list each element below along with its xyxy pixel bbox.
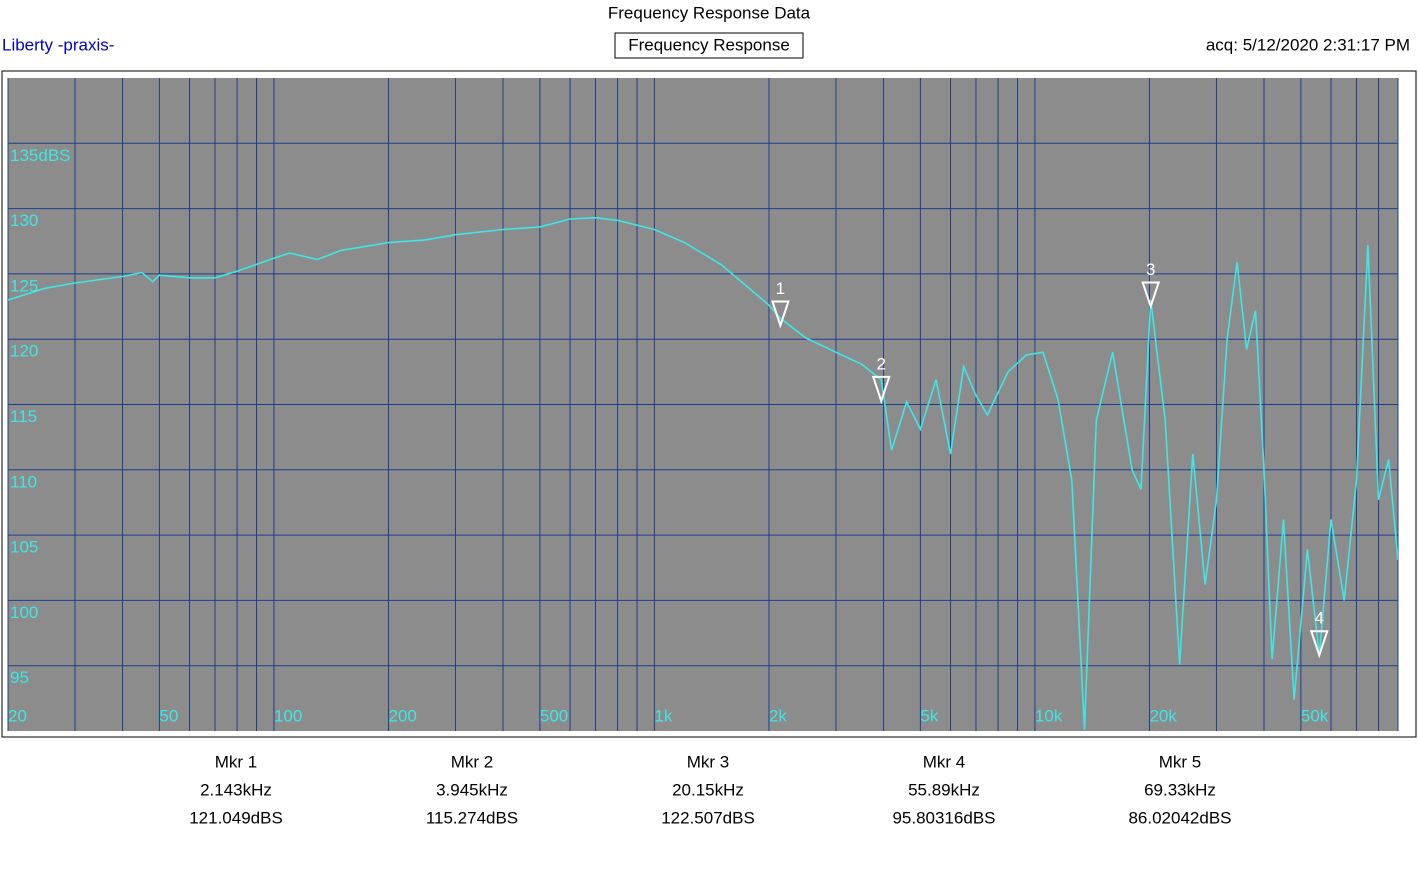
marker-freq: 3.945kHz — [436, 780, 508, 799]
marker-freq: 69.33kHz — [1144, 780, 1216, 799]
marker-level: 115.274dBS — [426, 808, 518, 827]
x-tick-label: 500 — [540, 706, 568, 725]
marker-name: Mkr 2 — [451, 752, 494, 771]
marker-triangle — [1309, 630, 1329, 659]
marker-id: 2 — [876, 354, 885, 373]
marker-triangle — [871, 375, 891, 405]
y-tick-label: 135dBS — [10, 146, 71, 165]
marker-id: 4 — [1315, 609, 1324, 628]
x-tick-label: 50k — [1301, 706, 1329, 725]
x-tick-label: 1k — [654, 706, 672, 725]
x-tick-label: 50 — [159, 706, 178, 725]
marker-name: Mkr 1 — [215, 752, 258, 771]
y-tick-label: 115 — [10, 407, 37, 426]
center-label: Frequency Response — [628, 35, 790, 54]
y-tick-label: 95 — [10, 668, 29, 687]
x-tick-label: 100 — [274, 706, 302, 725]
marker-level: 122.507dBS — [661, 808, 755, 827]
marker-id: 3 — [1146, 260, 1155, 279]
acq-label: acq: 5/12/2020 2:31:17 PM — [1206, 35, 1410, 54]
curve-layer: 12345 — [8, 216, 1398, 730]
marker-name: Mkr 3 — [687, 752, 730, 771]
marker-freq: 2.143kHz — [200, 780, 272, 799]
marker-name: Mkr 4 — [923, 752, 966, 771]
marker-freq: 20.15kHz — [672, 780, 744, 799]
y-tick-label: 110 — [10, 472, 37, 491]
marker-triangle — [1141, 281, 1161, 310]
title-box — [614, 32, 804, 59]
x-tick-label: 20k — [1149, 706, 1177, 725]
x-tick-label: 200 — [388, 706, 416, 725]
marker-level: 95.80316dBS — [892, 808, 995, 827]
left-label: Liberty -praxis- — [2, 35, 114, 54]
x-tick-label: 5k — [920, 706, 938, 725]
y-tick-label: 130 — [10, 211, 38, 230]
grid — [7, 78, 1399, 731]
y-tick-label: 105 — [10, 538, 38, 557]
marker-freq: 55.89kHz — [908, 780, 980, 799]
labels: 135dBS 130 125 120 115 110 105 100 95 20 50 100 200 5… — [8, 146, 1329, 726]
marker-triangle — [770, 300, 790, 329]
marker-level: 86.02042dBS — [1128, 808, 1231, 827]
marker-id: 1 — [776, 279, 785, 298]
y-tick-label: 125 — [10, 276, 38, 295]
marker-name: Mkr 5 — [1159, 752, 1202, 771]
x-tick-label: 10k — [1035, 706, 1063, 725]
marker-level: 121.049dBS — [189, 808, 283, 827]
page-title: Frequency Response Data — [608, 3, 811, 22]
x-tick-label: 20 — [8, 706, 27, 725]
x-tick-label: 2k — [769, 706, 787, 725]
response-line — [8, 216, 1398, 730]
y-tick-label: 120 — [10, 342, 38, 361]
y-tick-label: 100 — [10, 603, 38, 622]
